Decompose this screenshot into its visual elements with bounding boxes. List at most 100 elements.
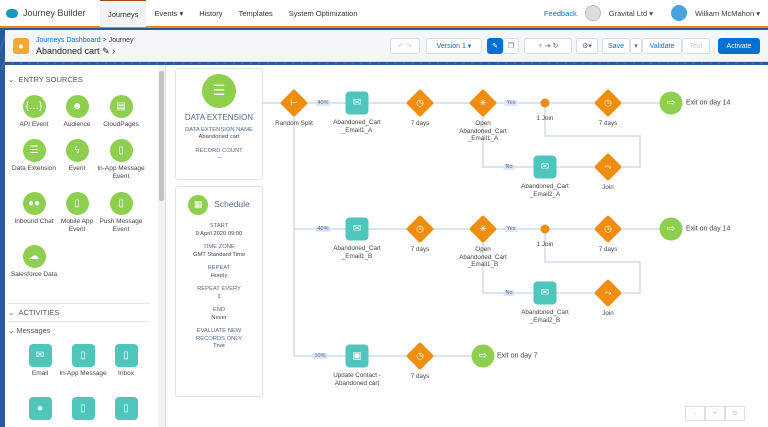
breadcrumb-journey: > Journey	[100, 36, 134, 44]
tab-system-optimization[interactable]: System Optimization	[288, 8, 358, 18]
api-icon: {…}	[22, 95, 46, 118]
open-decision-a-node-label: Open Abandoned_Cart _Email1_A	[459, 120, 507, 142]
calendar-icon: ▦	[188, 195, 209, 215]
entry-salesforce-data[interactable]: ☁ Salesforce Data	[10, 245, 58, 279]
validate-button[interactable]: Validate	[642, 38, 682, 54]
exit-node[interactable]: ⇨	[471, 344, 495, 368]
start-value: 9 April 2020 09:00	[195, 230, 243, 237]
activity-push[interactable]: ▯	[59, 397, 107, 423]
update-contact-node-label: Update Contact - Abandoned cart	[333, 372, 381, 387]
split-icon: ⊢	[290, 97, 298, 108]
entry-cloudpages[interactable]: ▤ CloudPages	[97, 95, 145, 129]
entry-audience[interactable]: ☻ Audience	[53, 95, 101, 129]
goal-exit-settings-icons[interactable]: ♆ ⇥ ↻	[524, 38, 572, 54]
entry-mobile-app-event[interactable]: ▯ Mobile App Event	[53, 192, 101, 234]
zoom-fit-button[interactable]: ⊙	[725, 406, 745, 421]
data-extension-icon: ☰	[202, 74, 236, 108]
edit-pencil-icon[interactable]: ✎	[102, 45, 110, 56]
tab-journeys[interactable]: Journeys	[100, 0, 147, 27]
messages-header[interactable]: ⌄ Messages	[8, 321, 150, 335]
email2-a-node-label: Abandoned_Cart _Email2_A	[521, 183, 569, 198]
push-icon: ▯	[109, 192, 133, 215]
schedule-card[interactable]: ▦ Schedule START 9 April 2020 09:00 TIME Z…	[175, 186, 263, 397]
top-nav: Journey Builder Journeys Events ▾ Histor…	[0, 0, 768, 28]
every-value: 1	[217, 293, 221, 300]
edit-mode-icon[interactable]: ✎	[487, 38, 503, 54]
wait-node-label: 7 days	[410, 246, 430, 253]
join-node-label: Join	[602, 310, 614, 317]
org-avatar	[584, 5, 601, 21]
exit-icon: ⇨	[666, 223, 676, 235]
tab-events[interactable]: Events ▾	[154, 8, 184, 18]
activity-in-app-message[interactable]: ▯ In-App Message	[59, 344, 107, 378]
email2-b-node[interactable]: ✉	[533, 281, 557, 305]
data-extension-icon: ☰	[22, 139, 46, 162]
join-point[interactable]	[540, 98, 550, 108]
activity-inbox[interactable]: ▯ Inbox	[102, 344, 150, 378]
join-point[interactable]	[540, 224, 550, 234]
start-label: START	[209, 223, 229, 229]
exit-node[interactable]: ⇨	[659, 217, 683, 241]
email2-b-node-label: Abandoned_Cart _Email2_B	[521, 309, 569, 324]
salesforce-data-icon: ☁	[22, 245, 46, 268]
breadcrumb-dashboard-link[interactable]: Journeys Dashboard	[36, 36, 101, 44]
exit-node[interactable]: ⇨	[659, 91, 683, 115]
org-menu[interactable]: Gravital Ltd ▾	[608, 8, 653, 18]
save-button[interactable]: Save	[602, 38, 630, 54]
every-label: REPEAT EVERY	[197, 286, 241, 292]
chat-icon: ●●	[22, 192, 46, 215]
entry-event[interactable]: ϟ Event	[53, 139, 101, 173]
feedback-link[interactable]: Feedback	[543, 8, 577, 18]
copy-icon[interactable]: ❐	[503, 38, 519, 54]
save-dropdown-icon[interactable]: ▾	[630, 38, 642, 54]
activity-sms[interactable]: ▯	[102, 397, 150, 423]
yes-path-label: Yes	[504, 100, 518, 106]
scrollbar-thumb[interactable]	[159, 71, 164, 201]
tz-label: TIME ZONE	[203, 244, 235, 250]
mobile-icon: ▯	[109, 139, 133, 162]
activate-button[interactable]: Activate	[718, 38, 760, 54]
entry-sources-header[interactable]: ⌄ ENTRY SOURCES	[8, 75, 83, 84]
clock-icon: ◷	[416, 223, 424, 234]
entry-inbound-chat[interactable]: ●● Inbound Chat	[10, 192, 58, 226]
tz-value: GMT Standard Time	[192, 251, 246, 258]
activity-email[interactable]: ✉ Email	[16, 344, 64, 378]
entry-api-event[interactable]: {…} API Event	[10, 95, 58, 129]
test-button[interactable]: Test	[682, 38, 710, 54]
exit-label: Exit on day 14	[686, 225, 731, 233]
activities-header[interactable]: ⌄ ACTIVITIES	[8, 303, 150, 317]
zoom-in-button[interactable]: +	[705, 406, 725, 421]
email-icon: ✉	[540, 287, 550, 299]
email-icon: ✉	[352, 97, 362, 109]
end-label: END	[212, 307, 226, 313]
split-percent: 10%	[312, 353, 328, 359]
exit-icon: ⇨	[666, 97, 676, 109]
split-percent: 40%	[315, 100, 331, 106]
chevron-right-icon[interactable]: ›	[112, 45, 116, 56]
settings-gear-icon[interactable]: ⚙▾	[576, 38, 598, 54]
entry-in-app-message-event[interactable]: ▯ In-App Message Event	[97, 139, 145, 181]
end-value: Never	[211, 314, 227, 321]
zoom-out-button[interactable]: -	[685, 406, 705, 421]
clock-icon: ◷	[416, 97, 424, 108]
version-dropdown[interactable]: Version 1 ▾	[426, 38, 482, 54]
email2-a-node[interactable]: ✉	[533, 155, 557, 179]
email1-b-node[interactable]: ✉	[345, 217, 369, 241]
data-extension-entry-card[interactable]: ☰ DATA EXTENSION DATA EXTENSION NAME Aba…	[175, 68, 263, 180]
entry-data-extension[interactable]: ☰ Data Extension	[10, 139, 58, 173]
tab-history[interactable]: History	[199, 8, 223, 18]
record-count: --	[217, 155, 221, 161]
join-icon: ⤳	[604, 287, 612, 298]
update-contact-node[interactable]: ▣	[345, 344, 369, 368]
email-icon: ✉	[540, 161, 550, 173]
de-name: Abandoned cart	[198, 134, 240, 140]
undo-redo-buttons[interactable]: ↶ ↷	[390, 38, 420, 54]
entry-push-message-event[interactable]: ▯ Push Message Event	[97, 192, 145, 234]
user-avatar	[670, 5, 687, 21]
email1-a-node[interactable]: ✉	[345, 91, 369, 115]
user-menu[interactable]: William McMahon ▾	[694, 8, 760, 18]
activity-line[interactable]: ●	[16, 397, 64, 423]
sidebar-scrollbar[interactable]	[158, 65, 165, 427]
tab-templates[interactable]: Templates	[238, 8, 273, 18]
